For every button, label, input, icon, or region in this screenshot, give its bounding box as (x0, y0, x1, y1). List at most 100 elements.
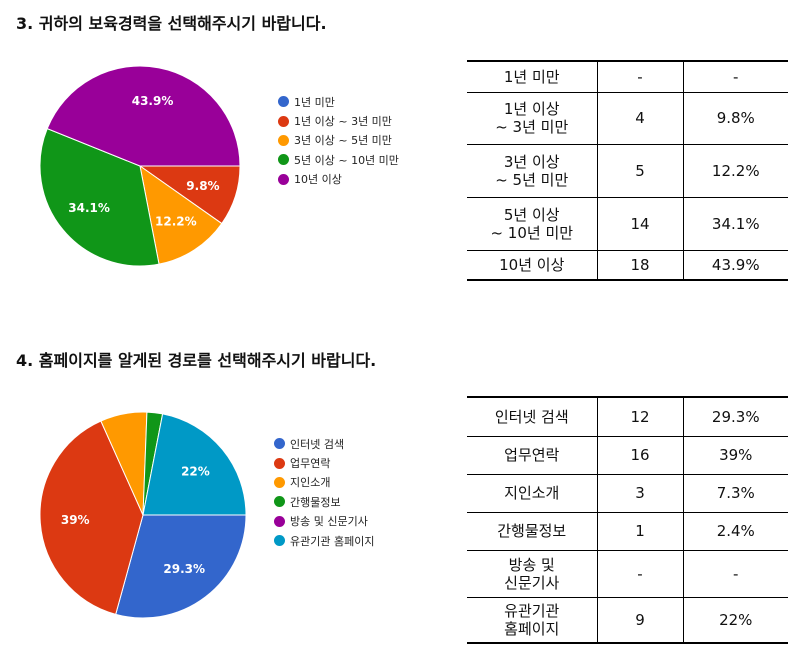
table-row: 방송 및 신문기사 - - (467, 549, 788, 598)
table-row: 10년 이상 18 43.9% (467, 249, 788, 281)
legend-label: 인터넷 검색 (290, 437, 345, 451)
row-label: 간행물정보 (497, 522, 567, 540)
question-4-title: 4. 홈페이지를 알게된 경로를 선택해주시기 바랍니다. (16, 351, 377, 370)
table-row: 지인소개 3 7.3% (467, 473, 788, 513)
row-percent: - (682, 60, 788, 93)
legend-item: 업무연락 (274, 453, 374, 472)
slice-label: 39% (61, 513, 90, 527)
row-label: 1년 이상 (503, 100, 560, 118)
legend-label: 3년 이상 ~ 5년 미만 (294, 134, 392, 148)
table-row: 1년 미만 - - (467, 60, 788, 93)
row-count: 14 (596, 196, 684, 251)
row-percent: - (682, 549, 788, 598)
row-label: 10년 이상 (499, 255, 565, 274)
legend-item: 5년 이상 ~ 10년 미만 (278, 150, 399, 169)
pie-chart-career: 9.8% 12.2% 34.1% 43.9% (39, 65, 241, 267)
legend-label: 방송 및 신문기사 (290, 515, 368, 529)
row-label: 업무연락 (504, 446, 560, 464)
row-label-cell: 3년 이상 ~ 5년 미만 (467, 143, 598, 198)
row-label-cell: 10년 이상 (467, 249, 598, 281)
row-count: 3 (596, 473, 684, 513)
table-row: 간행물정보 1 2.4% (467, 511, 788, 551)
row-percent: 22% (682, 596, 788, 644)
legend-swatch (274, 515, 285, 527)
row-label-cell: 인터넷 검색 (467, 396, 598, 437)
table-row: 인터넷 검색 12 29.3% (467, 396, 788, 437)
row-label: 유관기관 (504, 601, 560, 620)
table-row: 5년 이상 ~ 10년 미만 14 34.1% (467, 196, 788, 251)
row-label: ~ 5년 미만 (495, 170, 569, 189)
slice-label: 34.1% (68, 201, 110, 215)
pie-slice (139, 164, 223, 265)
pie-slice (39, 420, 144, 615)
row-percent: 12.2% (682, 143, 788, 198)
legend-label: 유관기관 홈페이지 (290, 534, 375, 548)
slice-label: 9.8% (186, 179, 219, 193)
row-count: - (596, 60, 684, 93)
legend-item: 인터넷 검색 (274, 434, 374, 453)
row-label: 지인소개 (504, 484, 560, 502)
row-percent: 29.3% (682, 396, 788, 437)
row-percent: 43.9% (682, 249, 788, 281)
slice-label: 22% (181, 465, 210, 479)
slice-label: 29.3% (163, 562, 205, 576)
slice-label: 43.9% (132, 94, 174, 108)
row-label: ~ 3년 미만 (495, 118, 569, 136)
table-source: 인터넷 검색 12 29.3% 업무연락 16 39% 지인소개 3 7.3% 간행물정보 1 2.4… (467, 396, 788, 644)
legend-career: 1년 미만 1년 이상 ~ 3년 미만 3년 이상 ~ 5년 미만 5년 이상 ~ 1… (278, 92, 399, 189)
row-count: 9 (596, 596, 684, 644)
row-label: 홈페이지 (504, 619, 560, 638)
row-count: 18 (596, 249, 684, 281)
legend-label: 10년 이상 (294, 173, 342, 187)
legend-item: 방송 및 신문기사 (274, 512, 374, 531)
row-label: 1년 미만 (503, 67, 560, 86)
legend-swatch (274, 476, 285, 488)
legend-swatch (274, 535, 285, 547)
legend-label: 업무연락 (290, 457, 331, 471)
row-label: ~ 10년 미만 (490, 223, 574, 242)
row-percent: 9.8% (682, 91, 788, 145)
row-percent: 39% (682, 435, 788, 475)
row-count: 1 (596, 511, 684, 551)
pie-chart-source: 29.3% 39% 22% (39, 411, 247, 619)
legend-item: 3년 이상 ~ 5년 미만 (278, 131, 399, 150)
row-label-cell: 5년 이상 ~ 10년 미만 (467, 196, 598, 251)
legend-swatch (274, 438, 285, 450)
legend-label: 지인소개 (290, 476, 331, 490)
row-label-cell: 1년 이상 ~ 3년 미만 (467, 91, 598, 145)
legend-label: 5년 이상 ~ 10년 미만 (294, 153, 399, 167)
legend-swatch (278, 115, 289, 127)
legend-swatch (278, 154, 289, 166)
row-percent: 34.1% (682, 196, 788, 251)
legend-item: 1년 이상 ~ 3년 미만 (278, 111, 399, 130)
table-row: 업무연락 16 39% (467, 435, 788, 475)
legend-swatch (274, 496, 285, 508)
table-row: 3년 이상 ~ 5년 미만 5 12.2% (467, 143, 788, 198)
row-label: 인터넷 검색 (494, 407, 569, 426)
row-count: 12 (596, 396, 684, 437)
row-label-cell: 업무연락 (467, 435, 598, 475)
legend-label: 1년 미만 (294, 95, 335, 109)
row-label: 방송 및 (508, 555, 555, 574)
table-row: 1년 이상 ~ 3년 미만 4 9.8% (467, 91, 788, 145)
legend-item: 1년 미만 (278, 92, 399, 111)
row-label: 신문기사 (504, 573, 560, 592)
row-label-cell: 유관기관 홈페이지 (467, 596, 598, 644)
legend-swatch (278, 173, 289, 185)
legend-item: 유관기관 홈페이지 (274, 531, 374, 550)
row-count: - (596, 549, 684, 598)
row-count: 4 (596, 91, 684, 145)
row-count: 5 (596, 143, 684, 198)
legend-item: 10년 이상 (278, 170, 399, 189)
row-percent: 7.3% (682, 473, 788, 513)
table-career: 1년 미만 - -1년 이상 ~ 3년 미만 4 9.8% 3년 이상 ~ 5년 미만 5 12.… (467, 60, 788, 281)
slice-label: 12.2% (155, 214, 197, 228)
row-label-cell: 1년 미만 (467, 60, 598, 93)
legend-swatch (278, 134, 289, 146)
pie-slice (39, 127, 160, 267)
row-label-cell: 간행물정보 (467, 511, 598, 551)
pie-slice (142, 413, 247, 516)
pie-slice (115, 514, 247, 619)
legend-label: 간행물정보 (290, 495, 341, 509)
